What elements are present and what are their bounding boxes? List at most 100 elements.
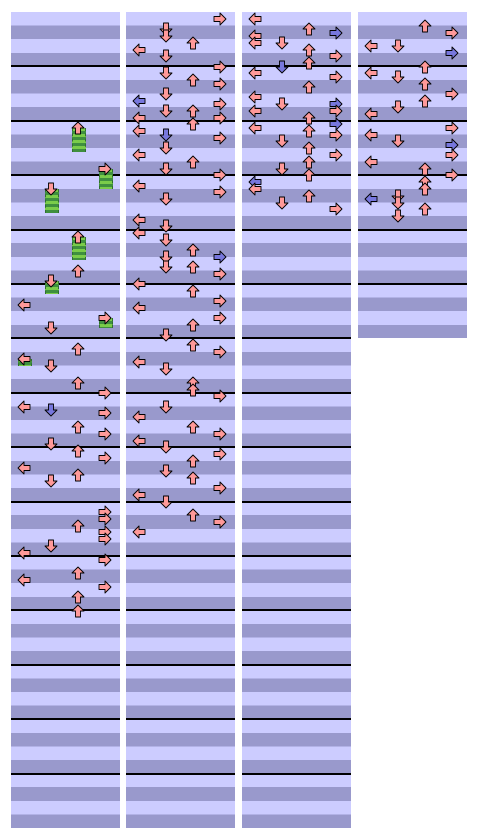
down-arrow-icon (275, 196, 289, 210)
right-arrow-icon (329, 202, 343, 216)
up-arrow-icon (186, 73, 200, 87)
up-arrow-icon (186, 471, 200, 485)
up-arrow-icon (302, 22, 316, 36)
chart-column-1 (11, 12, 120, 828)
right-arrow-icon (98, 386, 112, 400)
measure-line (242, 337, 351, 340)
measure-line (126, 391, 235, 394)
left-arrow-icon (132, 355, 146, 369)
left-arrow-icon (132, 124, 146, 138)
left-arrow-icon (132, 43, 146, 57)
measure-line (242, 119, 351, 122)
left-arrow-icon (248, 104, 262, 118)
measure-line (126, 174, 235, 177)
right-arrow-icon (445, 121, 459, 135)
measure-line (126, 663, 235, 666)
down-arrow-icon (44, 474, 58, 488)
right-arrow-icon (98, 311, 112, 325)
up-arrow-icon (186, 383, 200, 397)
right-arrow-icon (98, 532, 112, 546)
right-arrow-icon (213, 111, 227, 125)
left-arrow-icon (17, 461, 31, 475)
right-arrow-icon (445, 46, 459, 60)
measure-line (11, 174, 120, 177)
down-arrow-icon (391, 70, 405, 84)
measure-line (358, 174, 467, 177)
measure-line (11, 772, 120, 775)
up-arrow-icon (186, 155, 200, 169)
up-arrow-icon (418, 60, 432, 74)
up-arrow-icon (418, 94, 432, 108)
up-arrow-icon (71, 468, 85, 482)
left-arrow-icon (364, 155, 378, 169)
chart-column-3 (242, 12, 351, 828)
right-arrow-icon (213, 77, 227, 91)
measure-line (358, 65, 467, 68)
measure-line (126, 772, 235, 775)
down-arrow-icon (275, 60, 289, 74)
up-arrow-icon (418, 162, 432, 176)
measure-line (242, 718, 351, 721)
measure-line (242, 65, 351, 68)
measure-line (358, 119, 467, 122)
up-arrow-icon (302, 189, 316, 203)
down-arrow-icon (275, 97, 289, 111)
measure-line (11, 609, 120, 612)
measure-line (242, 174, 351, 177)
measure-line (126, 119, 235, 122)
measure-line (11, 663, 120, 666)
up-arrow-icon (302, 124, 316, 138)
measure-line (126, 283, 235, 285)
down-arrow-icon (159, 219, 173, 233)
down-arrow-icon (391, 39, 405, 53)
up-arrow-icon (302, 155, 316, 169)
left-arrow-icon (364, 192, 378, 206)
measure-line (126, 555, 235, 557)
up-arrow-icon (71, 264, 85, 278)
left-arrow-icon (132, 179, 146, 193)
down-arrow-icon (44, 359, 58, 373)
down-arrow-icon (159, 29, 173, 43)
left-arrow-icon (17, 400, 31, 414)
left-arrow-icon (248, 121, 262, 135)
measure-line (242, 609, 351, 612)
measure-line (11, 446, 120, 449)
left-arrow-icon (17, 546, 31, 560)
down-arrow-icon (44, 182, 58, 196)
down-arrow-icon (159, 440, 173, 454)
hold-body (45, 189, 59, 213)
left-arrow-icon (248, 66, 262, 80)
down-arrow-icon (391, 134, 405, 148)
up-arrow-icon (186, 420, 200, 434)
right-arrow-icon (98, 451, 112, 465)
right-arrow-icon (213, 60, 227, 74)
right-arrow-icon (98, 406, 112, 420)
left-arrow-icon (248, 90, 262, 104)
left-arrow-icon (132, 94, 146, 108)
measure-line (126, 609, 235, 612)
right-arrow-icon (329, 70, 343, 84)
right-arrow-icon (213, 515, 227, 529)
up-arrow-icon (71, 420, 85, 434)
right-arrow-icon (445, 168, 459, 182)
left-arrow-icon (248, 12, 262, 26)
measure-line (11, 718, 120, 721)
right-arrow-icon (213, 250, 227, 264)
chart-column-2 (126, 12, 235, 828)
right-arrow-icon (213, 447, 227, 461)
right-arrow-icon (213, 168, 227, 182)
left-arrow-icon (132, 277, 146, 291)
down-arrow-icon (44, 274, 58, 288)
up-arrow-icon (71, 230, 85, 244)
measure-line (11, 228, 120, 231)
up-arrow-icon (302, 56, 316, 70)
up-arrow-icon (71, 590, 85, 604)
right-arrow-icon (445, 87, 459, 101)
up-arrow-icon (186, 36, 200, 50)
measure-line (11, 65, 120, 68)
measure-line (242, 228, 351, 231)
measure-line (242, 283, 351, 285)
down-arrow-icon (44, 437, 58, 451)
measure-line (242, 500, 351, 503)
right-arrow-icon (213, 345, 227, 359)
